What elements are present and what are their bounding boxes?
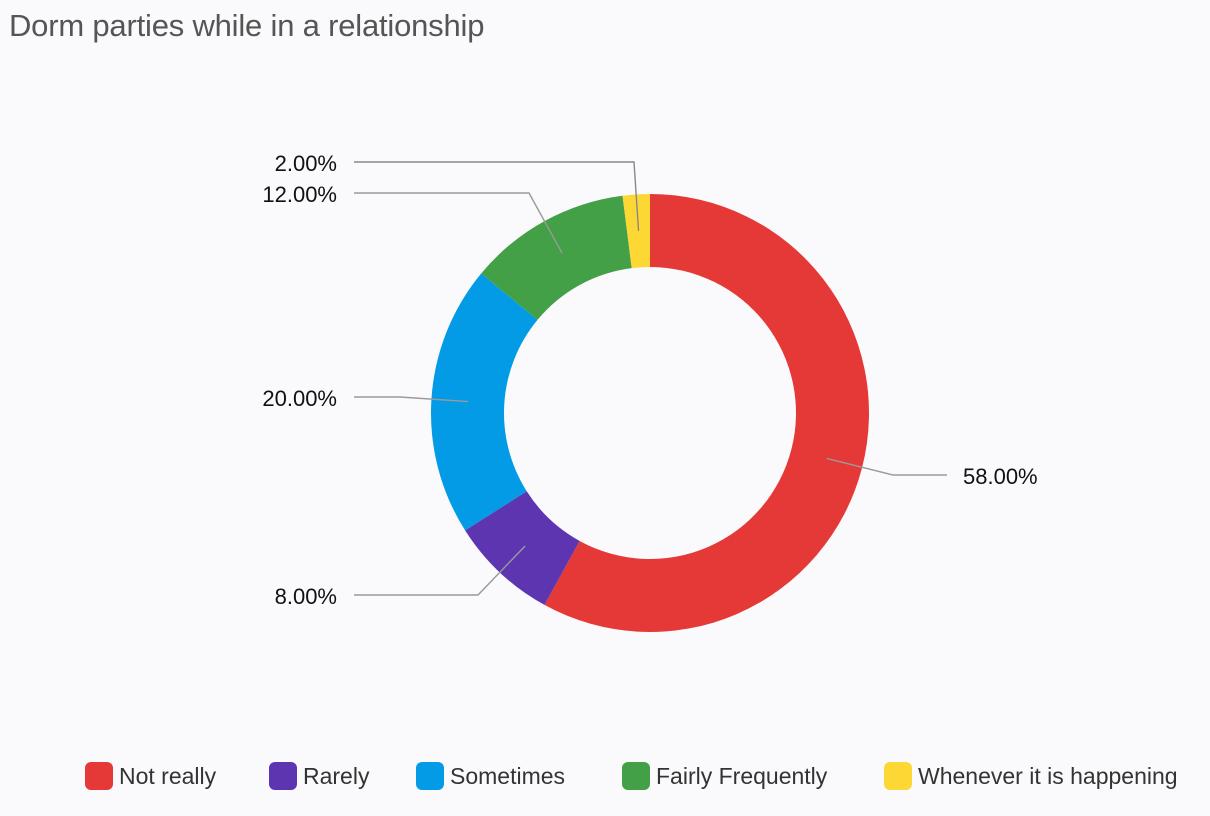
legend-swatch-fairly-frequently	[622, 762, 650, 790]
leader-line-fairly-frequently	[354, 192, 563, 254]
legend-label-whenever-it-is-happening: Whenever it is happening	[918, 762, 1178, 789]
data-label-fairly-frequently: 12.00%	[262, 182, 337, 207]
data-label-not-really: 58.00%	[963, 464, 1038, 489]
legend-label-sometimes: Sometimes	[450, 762, 566, 789]
legend-item-not-really[interactable]: Not really	[85, 761, 216, 791]
legend-item-fairly-frequently[interactable]: Fairly Frequently	[622, 761, 827, 791]
slice-fairly-frequently[interactable]	[481, 195, 632, 320]
leader-line-rarely	[354, 545, 526, 596]
legend-item-whenever-it-is-happening[interactable]: Whenever it is happening	[884, 761, 1178, 791]
chart-legend: Not really Rarely Sometimes Fairly Frequ…	[0, 761, 1210, 793]
slice-whenever-it-is-happening[interactable]	[622, 194, 650, 269]
legend-label-fairly-frequently: Fairly Frequently	[656, 762, 828, 789]
chart-title: Dorm parties while in a relationship	[9, 8, 485, 43]
leader-line-not-really	[826, 457, 947, 476]
slice-not-really[interactable]	[544, 194, 870, 632]
leader-line-whenever-it-is-happening	[354, 161, 640, 231]
legend-swatch-whenever-it-is-happening	[884, 762, 912, 790]
legend-label-rarely: Rarely	[303, 762, 370, 789]
legend-swatch-not-really	[85, 762, 113, 790]
legend-label-not-really: Not really	[119, 762, 217, 789]
legend-swatch-rarely	[269, 762, 297, 790]
data-label-rarely: 8.00%	[275, 584, 337, 609]
leader-line-sometimes	[354, 396, 468, 403]
legend-item-sometimes[interactable]: Sometimes	[416, 761, 565, 791]
data-label-sometimes: 20.00%	[262, 386, 337, 411]
donut-chart: 58.00% 8.00% 20.00% 12.00% 2.00%	[262, 151, 1038, 632]
legend-swatch-sometimes	[416, 762, 444, 790]
legend-item-rarely[interactable]: Rarely	[269, 761, 369, 791]
slice-sometimes[interactable]	[431, 273, 538, 531]
data-label-whenever-it-is-happening: 2.00%	[275, 151, 337, 176]
